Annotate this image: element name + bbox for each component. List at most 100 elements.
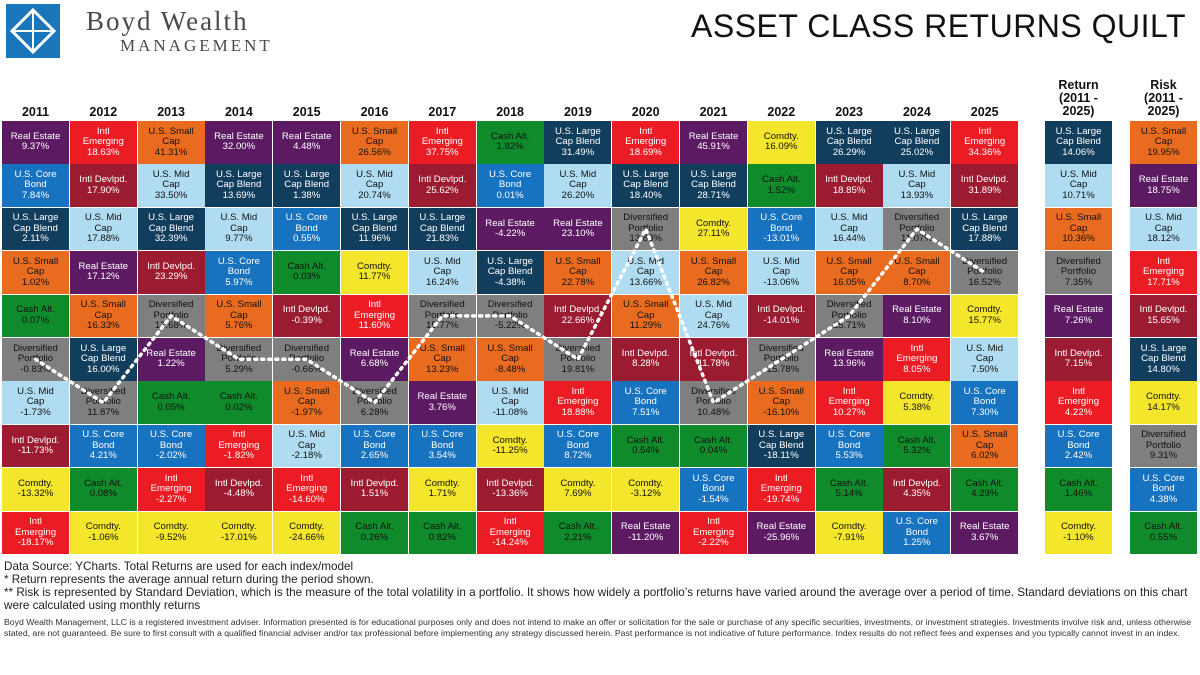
quilt-cell-comdty-return: Comdty. -1.10%	[1045, 511, 1112, 555]
return-value: 1.51%	[360, 488, 389, 500]
return-value: 8.10%	[903, 314, 931, 326]
asset-label: U.S. Large Cap Blend	[419, 212, 466, 234]
return-value: 18.75%	[1147, 184, 1180, 196]
quilt-cell-u-s-core-bond-2025: U.S. Core Bond 7.30%	[951, 381, 1019, 424]
asset-label: U.S. Large Cap Blend	[148, 212, 195, 234]
page-title: ASSET CLASS RETURNS QUILT	[691, 8, 1186, 44]
return-value: 0.08%	[89, 488, 117, 500]
asset-label: U.S. Large Cap Blend	[12, 212, 59, 234]
diamond-cross-logo-icon	[6, 4, 60, 58]
quilt-cell-intl-devlpd-2023: Intl Devlpd. 18.85%	[815, 164, 883, 207]
asset-label: U.S. Small Cap	[758, 385, 804, 408]
return-value: -14.24%	[492, 537, 528, 549]
asset-label: U.S. Small Cap	[148, 125, 194, 148]
asset-label: Diversified Portfolio	[352, 385, 397, 408]
return-value: -25.96%	[763, 531, 800, 543]
asset-label: Intl Devlpd.	[825, 174, 874, 186]
asset-label: Comdty.	[560, 477, 596, 489]
asset-label: U.S. Small Cap	[1055, 212, 1102, 234]
quilt-cell-cash-alt-2022: Cash Alt. 1.52%	[747, 164, 815, 207]
return-value: 15.65%	[1147, 314, 1180, 326]
quilt-cell-real-estate-2013: Real Estate 1.22%	[137, 338, 205, 381]
asset-label: Cash Alt.	[355, 521, 394, 533]
quilt-cell-diversified-portfolio-2012: Diversified Portfolio 11.87%	[69, 381, 137, 424]
quilt-cell-intl-devlpd-2019: Intl Devlpd. 22.66%	[544, 294, 612, 338]
quilt-cell-diversified-portfolio-2015: Diversified Portfolio -0.66%	[273, 338, 341, 381]
quilt-cell-comdty-2012: Comdty. -1.06%	[69, 511, 137, 555]
quilt-cell-diversified-portfolio-2023: Diversified Portfolio 15.71%	[815, 294, 883, 338]
return-value: 28.71%	[697, 189, 730, 201]
asset-label: Cash Alt.	[1059, 477, 1098, 489]
asset-label: Intl Emerging	[692, 516, 735, 538]
asset-label: Intl Emerging	[218, 429, 260, 451]
return-value: -24.66%	[288, 531, 325, 543]
risk-footnote: ** Risk is represented by Standard Devia…	[4, 586, 1188, 612]
quilt-cell-u-s-mid-cap-2017: U.S. Mid Cap 16.24%	[408, 251, 476, 294]
return-value: -4.38%	[494, 276, 526, 288]
asset-label: U.S. Small Cap	[419, 342, 465, 365]
quilt-cell-real-estate-2022: Real Estate -25.96%	[747, 511, 815, 555]
return-value: -2.02%	[155, 450, 187, 462]
quilt-cell-real-estate-2021: Real Estate 45.91%	[680, 121, 747, 164]
return-value: 9.77%	[225, 233, 253, 245]
quilt-cell-real-estate-2019: Real Estate 23.10%	[544, 207, 612, 251]
year-header-2017: 2017	[428, 105, 457, 119]
quilt-cell-intl-devlpd-2022: Intl Devlpd. -14.01%	[747, 294, 815, 338]
return-value: 15.71%	[832, 320, 866, 332]
quilt-cell-comdty-2023: Comdty. -7.91%	[815, 511, 883, 555]
asset-label: U.S. Small Cap	[80, 299, 126, 321]
quilt-cell-u-s-small-cap-2015: U.S. Small Cap -1.97%	[273, 381, 341, 424]
asset-label: U.S. Small Cap	[1140, 125, 1187, 148]
asset-label: Intl Emerging	[557, 385, 599, 408]
return-value: 23.29%	[154, 271, 188, 283]
return-value: 8.72%	[564, 450, 592, 462]
return-value: 0.54%	[632, 445, 660, 457]
asset-label: U.S. Small Cap	[284, 385, 330, 408]
asset-label: U.S. Core Bond	[150, 429, 193, 451]
quilt-cell-u-s-core-bond-2016: U.S. Core Bond 2.65%	[341, 424, 408, 468]
quilt-cell-intl-devlpd-2012: Intl Devlpd. 17.90%	[69, 164, 137, 207]
return-footnote: * Return represents the average annual r…	[4, 573, 374, 586]
asset-label: Cash Alt.	[694, 434, 733, 446]
return-value: 6.02%	[971, 450, 999, 462]
return-value: 17.90%	[87, 184, 120, 196]
asset-label: Real Estate	[756, 521, 807, 533]
return-value: -18.11%	[763, 450, 799, 462]
return-value: 17.71%	[1147, 276, 1180, 288]
return-value: 33.50%	[154, 189, 188, 201]
asset-label: Intl Emerging	[353, 299, 396, 321]
return-value: 13.93%	[900, 189, 934, 201]
quilt-cell-u-s-small-cap-2023: U.S. Small Cap 16.05%	[815, 251, 883, 294]
return-value: 5.76%	[225, 320, 253, 332]
return-value: 22.66%	[561, 314, 595, 326]
year-header-2021: 2021	[699, 105, 728, 119]
quilt-cell-comdty-risk: Comdty. 14.17%	[1130, 381, 1197, 424]
quilt-cell-u-s-large-cap-blend-2014: U.S. Large Cap Blend 13.69%	[205, 164, 273, 207]
quilt-cell-intl-devlpd-2018: Intl Devlpd. -13.36%	[476, 468, 544, 511]
quilt-cell-u-s-large-cap-blend-2020: U.S. Large Cap Blend 18.40%	[612, 164, 680, 207]
data-source-note: Data Source: YCharts. Total Returns are …	[4, 560, 354, 573]
year-header-2024: 2024	[902, 105, 931, 119]
return-value: -2.18%	[291, 450, 322, 462]
quilt-cell-u-s-mid-cap-2015: U.S. Mid Cap -2.18%	[273, 424, 341, 468]
return-value: 7.84%	[21, 189, 50, 201]
quilt-cell-u-s-small-cap-2022: U.S. Small Cap -16.10%	[747, 381, 815, 424]
quilt-cell-real-estate-return: Real Estate 7.26%	[1045, 294, 1112, 338]
year-header-2025: 2025	[970, 105, 999, 119]
quilt-cell-intl-emerging-2012: Intl Emerging 18.63%	[69, 121, 137, 164]
asset-label: Comdty.	[1145, 391, 1181, 403]
return-value: -13.01%	[763, 233, 800, 245]
asset-label: Cash Alt.	[558, 521, 598, 533]
return-value: -11.08%	[492, 406, 528, 418]
return-value: 3.54%	[428, 450, 456, 462]
return-value: 17.12%	[87, 271, 120, 283]
asset-label: U.S. Core Bond	[895, 516, 938, 538]
asset-label: Intl Devlpd.	[1054, 347, 1103, 359]
asset-label: Diversified Portfolio	[691, 385, 736, 408]
year-header-2011: 2011	[21, 105, 50, 119]
asset-label: U.S. Core Bond	[353, 429, 396, 451]
return-value: 23.10%	[561, 228, 595, 240]
return-value: -2.27%	[155, 493, 187, 505]
return-value: 18.40%	[629, 189, 662, 201]
return-value: 7.50%	[971, 363, 999, 375]
